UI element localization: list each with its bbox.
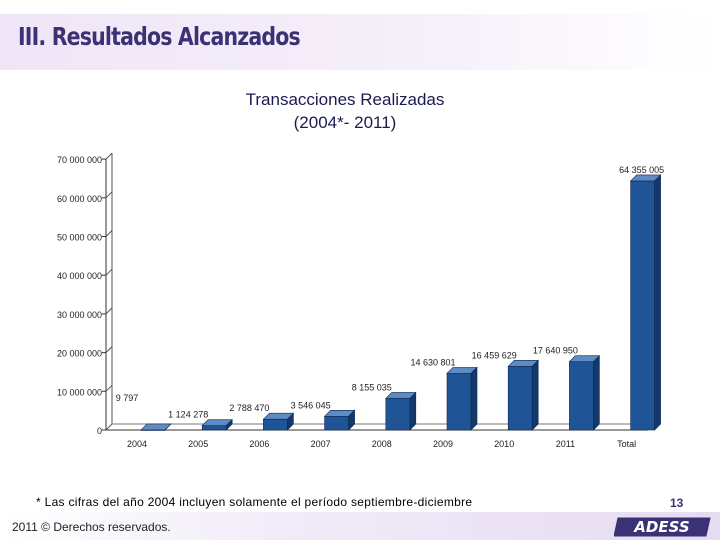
bar-Total (630, 180, 655, 431)
chart-title: Transacciones Realizadas (245, 90, 445, 109)
y-tick-label: 30 000 000 (57, 310, 102, 320)
bar-top-2004 (140, 423, 172, 431)
bar-side-2009 (470, 366, 478, 431)
data-label-Total: 64 355 005 (619, 165, 664, 175)
slide-title: III. Resultados Alcanzados (18, 22, 301, 51)
bar-side-Total (654, 174, 661, 431)
y-tick (105, 191, 113, 199)
bar-2007 (324, 415, 349, 431)
bar-2011 (569, 361, 594, 431)
adess-logo: ADESS (614, 517, 711, 537)
y-tick-label: 0 (97, 426, 102, 436)
bar-side-2005 (225, 418, 233, 431)
x-tick-label-2005: 2005 (188, 439, 208, 449)
data-label-2011: 17 640 950 (533, 346, 578, 356)
footer-band (0, 512, 720, 540)
data-label-2006: 2 788 470 (229, 403, 269, 413)
bar-side-2007 (348, 409, 355, 431)
y-tick (105, 384, 113, 392)
y-tick-label: 60 000 000 (57, 194, 102, 204)
bar-2008 (385, 398, 411, 431)
svg-text:ADESS: ADESS (633, 518, 689, 536)
y-tick-label: 50 000 000 (57, 233, 102, 243)
bar-side-2004 (164, 423, 172, 431)
footnote: * Las cifras del año 2004 incluyen solam… (36, 495, 473, 509)
data-label-2007: 3 546 045 (291, 400, 331, 410)
copyright: 2011 © Derechos reservados. (12, 520, 171, 534)
chart-subtitle: (2004*- 2011) (293, 113, 397, 132)
data-label-2010: 16 459 629 (472, 350, 517, 360)
y-tick (105, 230, 113, 237)
bar-side-2008 (409, 391, 417, 431)
bar-side-2011 (593, 355, 600, 431)
y-tick (105, 268, 113, 276)
bar-2010 (507, 366, 533, 431)
y-tick-label: 70 000 000 (57, 155, 102, 165)
x-tick-label-2010: 2010 (494, 439, 514, 449)
bar-2006 (263, 418, 288, 431)
x-tick-label-2011: 2011 (556, 439, 575, 449)
y-tick (105, 346, 113, 353)
y-tick (105, 423, 113, 431)
data-label-2005: 1 124 278 (168, 410, 208, 420)
data-label-2004: 9 797 (116, 393, 139, 403)
y-tick-label: 10 000 000 (57, 387, 102, 397)
data-label-2008: 8 155 035 (352, 382, 392, 392)
y-tick (105, 307, 113, 315)
x-tick-label-2006: 2006 (249, 439, 269, 449)
x-tick-label-Total: Total (617, 439, 636, 449)
header-band (0, 14, 720, 70)
y-tick-label: 40 000 000 (57, 271, 102, 281)
x-tick-label-2007: 2007 (311, 439, 331, 449)
bar-2005 (201, 425, 227, 431)
chart-title-block: Transacciones Realizadas (2004*- 2011) (200, 88, 490, 134)
bar-side-2006 (287, 412, 294, 431)
page-number: 13 (670, 496, 684, 510)
y-tick (105, 152, 113, 160)
x-tick-label-2009: 2009 (433, 439, 453, 449)
bar-2009 (446, 373, 472, 431)
data-label-2009: 14 630 801 (410, 357, 455, 367)
y-tick-label: 20 000 000 (57, 349, 102, 359)
bar-side-2010 (531, 359, 539, 431)
x-tick-label-2004: 2004 (127, 439, 147, 449)
x-tick-label-2008: 2008 (372, 439, 392, 449)
